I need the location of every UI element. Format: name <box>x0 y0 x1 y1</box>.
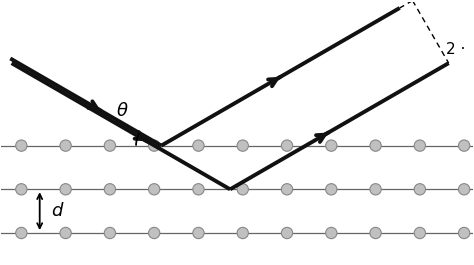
Circle shape <box>16 184 27 195</box>
Circle shape <box>458 227 470 239</box>
Circle shape <box>237 184 248 195</box>
Circle shape <box>282 227 292 239</box>
Circle shape <box>104 184 116 195</box>
Circle shape <box>148 227 160 239</box>
Circle shape <box>148 140 160 151</box>
Circle shape <box>458 140 470 151</box>
Circle shape <box>104 140 116 151</box>
Circle shape <box>60 184 71 195</box>
Circle shape <box>370 227 381 239</box>
Circle shape <box>193 184 204 195</box>
Circle shape <box>16 227 27 239</box>
Circle shape <box>326 227 337 239</box>
Circle shape <box>282 184 292 195</box>
Circle shape <box>414 227 426 239</box>
Circle shape <box>16 140 27 151</box>
Circle shape <box>148 184 160 195</box>
Circle shape <box>370 140 381 151</box>
Circle shape <box>458 184 470 195</box>
Circle shape <box>282 140 292 151</box>
Circle shape <box>370 184 381 195</box>
Circle shape <box>193 140 204 151</box>
Text: d: d <box>51 202 63 220</box>
Circle shape <box>60 140 71 151</box>
Circle shape <box>193 227 204 239</box>
Text: θ: θ <box>117 102 128 120</box>
Text: 2 ·: 2 · <box>446 42 465 57</box>
Circle shape <box>414 184 426 195</box>
Circle shape <box>237 140 248 151</box>
Circle shape <box>414 140 426 151</box>
Circle shape <box>326 184 337 195</box>
Circle shape <box>60 227 71 239</box>
Circle shape <box>104 227 116 239</box>
Circle shape <box>237 227 248 239</box>
Circle shape <box>326 140 337 151</box>
